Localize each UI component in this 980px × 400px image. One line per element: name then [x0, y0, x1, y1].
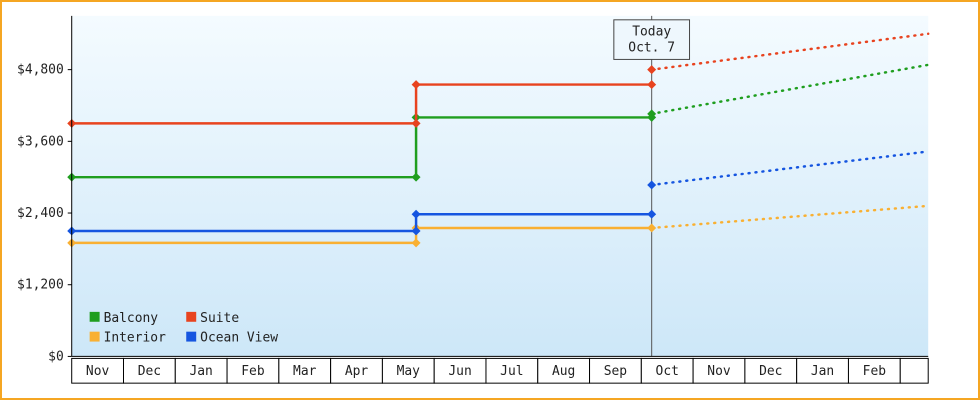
y-tick-label: $2,400: [17, 206, 64, 221]
series-forecast-interior: [650, 204, 930, 230]
month-label: Nov: [707, 364, 731, 379]
today-label: Today: [632, 25, 671, 40]
marker-balcony: [411, 172, 421, 182]
legend-swatch-interior: [89, 331, 100, 342]
marker-suite: [647, 65, 657, 75]
month-cell: [433, 357, 487, 384]
series-forecast-ocean-view: [650, 150, 930, 187]
month-cell: [692, 357, 746, 384]
month-label: Dec: [759, 364, 782, 379]
today-box: [613, 19, 691, 60]
month-cell: [381, 357, 435, 384]
legend-swatch-suite: [186, 311, 197, 322]
month-label: Feb: [863, 364, 886, 379]
legend-label-ocean-view: Ocean View: [200, 331, 278, 346]
month-label: Jan: [189, 364, 212, 379]
month-cell: [122, 357, 176, 384]
month-label: Feb: [241, 364, 264, 379]
series-forecast-balcony: [650, 63, 930, 116]
legend-swatch-ocean-view: [186, 331, 197, 342]
today-date: Oct. 7: [628, 41, 675, 56]
month-cell-empty: [899, 357, 929, 384]
month-label: Apr: [345, 364, 369, 379]
month-cell: [330, 357, 383, 384]
plot-area: [71, 15, 929, 357]
month-cell: [537, 357, 591, 384]
y-tick-label: $1,200: [17, 278, 64, 293]
month-cell: [744, 357, 798, 384]
month-cell: [226, 357, 280, 384]
legend-label-suite: Suite: [200, 311, 239, 326]
month-label: Aug: [552, 364, 575, 379]
legend-swatch-balcony: [89, 311, 100, 322]
month-cell: [640, 357, 694, 384]
series-line-balcony: [71, 116, 652, 179]
month-label: Sep: [604, 364, 627, 379]
series-forecast-suite: [650, 32, 930, 71]
marker-suite: [647, 80, 657, 90]
marker-balcony: [647, 109, 657, 119]
marker-ocean-view: [647, 209, 657, 219]
y-tick-label: $0: [48, 349, 64, 364]
y-tick-label: $4,800: [17, 63, 64, 78]
legend-label-balcony: Balcony: [104, 311, 159, 326]
marker-suite: [411, 118, 421, 128]
month-label: Nov: [86, 364, 110, 379]
month-label: Jul: [500, 364, 523, 379]
series-line-suite: [71, 83, 652, 125]
month-cell: [796, 357, 849, 384]
series-line-ocean-view: [71, 212, 652, 233]
marker-ocean-view: [647, 180, 657, 190]
legend-label-interior: Interior: [104, 331, 167, 346]
y-tick-label: $3,600: [17, 134, 64, 149]
month-label: Jan: [811, 364, 834, 379]
month-cell: [485, 357, 539, 384]
month-label: Jun: [448, 364, 471, 379]
marker-ocean-view: [411, 226, 421, 236]
month-label: Mar: [293, 364, 317, 379]
series-line-interior: [71, 226, 652, 245]
month-cell: [174, 357, 228, 384]
month-label: Oct: [656, 364, 679, 379]
month-label: Dec: [138, 364, 161, 379]
month-cell: [278, 357, 332, 384]
month-label: May: [397, 364, 421, 379]
marker-ocean-view: [411, 209, 421, 219]
marker-suite: [411, 80, 421, 90]
month-cell: [589, 357, 642, 384]
